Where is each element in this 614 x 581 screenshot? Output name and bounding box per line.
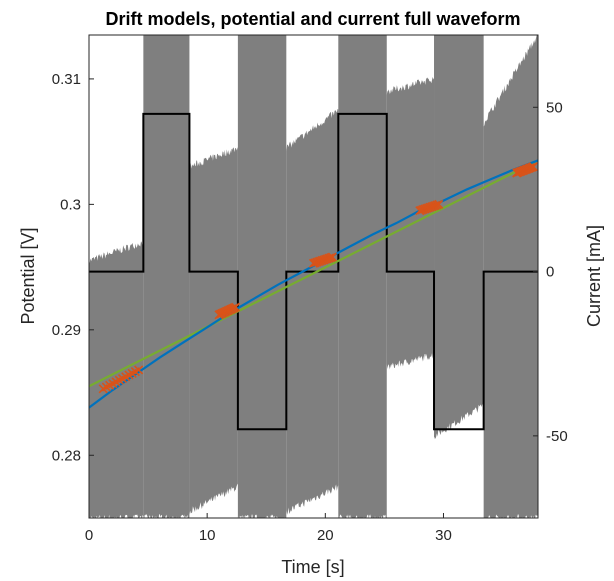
fit-point-5-12 [528, 162, 538, 172]
x-axis-title: Time [s] [281, 557, 344, 577]
y-axis-left-title: Potential [V] [18, 227, 38, 324]
fit-point-1-12 [134, 365, 144, 375]
potential-segment-3 [189, 147, 238, 515]
y-right-tick-label-1: 0 [546, 264, 554, 281]
x-tick-label-0: 0 [85, 527, 93, 544]
fit-point-3-12 [327, 252, 337, 262]
drift-model-linear-line [89, 159, 538, 388]
y-left-tick-label-0: 0.28 [52, 447, 81, 464]
fit-point-4-11 [432, 200, 442, 210]
chart-title: Drift models, potential and current full… [105, 9, 520, 29]
y-axis-right-title: Current [mA] [584, 225, 604, 327]
axes: 0 10 20 30 0.28 0.29 0.3 0.31 -50 0 50 [52, 34, 568, 544]
x-tick-label-3: 30 [435, 527, 452, 544]
x-tick-label-1: 10 [199, 527, 216, 544]
potential-segment-6 [338, 35, 387, 518]
y-right-tick-label-2: 50 [546, 99, 563, 116]
y-left-tick-label-1: 0.29 [52, 322, 81, 339]
potential-segment-8 [434, 35, 484, 440]
plot-area [89, 35, 538, 518]
current-line [89, 112, 538, 431]
y-left-tick-label-2: 0.3 [60, 196, 81, 213]
potential-segment-4 [237, 35, 287, 518]
potential-segment-5 [286, 109, 339, 515]
x-tick-label-2: 20 [317, 527, 334, 544]
axes-box [88, 34, 539, 519]
fit-point-4-12 [434, 199, 444, 209]
y-right-tick-label-0: -50 [546, 428, 568, 445]
y-left-tick-label-3: 0.31 [52, 71, 81, 88]
potential-segment-7 [386, 76, 435, 370]
fit-point-2-12 [230, 302, 241, 312]
fit-point-3-11 [326, 253, 336, 263]
potential-segment-9 [483, 35, 538, 518]
potential-segment-2 [143, 35, 190, 518]
